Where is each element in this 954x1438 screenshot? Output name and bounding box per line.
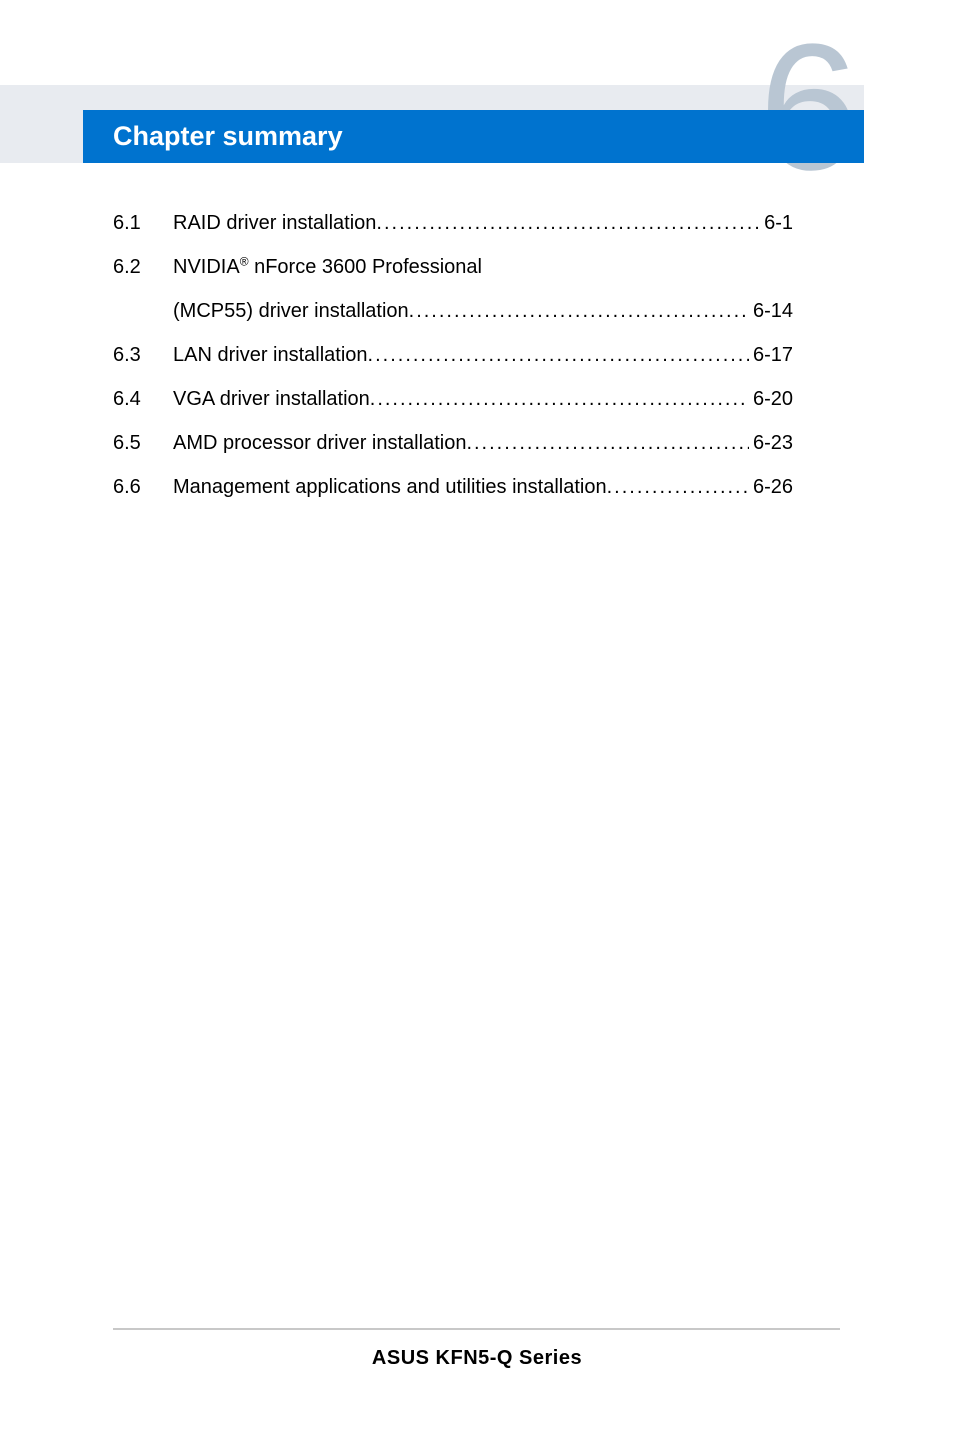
toc-page: 6-20 [749,383,793,415]
toc-label: LAN driver installation [173,339,368,371]
toc-entry: 6.6Management applications and utilities… [113,471,793,503]
footer-divider [113,1328,840,1330]
toc-label: (MCP55) driver installation [173,295,409,327]
toc-page: 6-14 [749,295,793,327]
toc-leader-dots: ........................................… [409,295,749,327]
chapter-number: 6 [759,18,859,198]
toc-label: NVIDIA® nForce 3600 Professional [173,251,482,283]
toc-number: 6.3 [113,339,173,371]
table-of-contents: 6.1RAID driver installation.............… [113,207,793,515]
toc-entry: 6.3LAN driver installation..............… [113,339,793,371]
toc-entry-continuation: (MCP55) driver installation.............… [113,295,793,327]
toc-leader-dots: ........................................… [607,471,749,503]
toc-number: 6.4 [113,383,173,415]
toc-leader-dots: ........................................… [370,383,749,415]
toc-label: Management applications and utilities in… [173,471,607,503]
toc-label: RAID driver installation [173,207,376,239]
toc-entry: 6.5AMD processor driver installation....… [113,427,793,459]
toc-page: 6-17 [749,339,793,371]
toc-number: 6.6 [113,471,173,503]
footer-text: ASUS KFN5-Q Series [0,1347,954,1370]
chapter-banner: Chapter summary [83,110,864,163]
toc-number: 6.1 [113,207,173,239]
page: 6 Chapter summary 6.1RAID driver install… [0,0,954,1438]
toc-number: 6.5 [113,427,173,459]
toc-page: 6-23 [749,427,793,459]
toc-entry: 6.1RAID driver installation.............… [113,207,793,239]
toc-leader-dots: ........................................… [376,207,760,239]
toc-page: 6-26 [749,471,793,503]
toc-leader-dots: ........................................… [466,427,749,459]
chapter-title: Chapter summary [113,121,343,152]
toc-label: AMD processor driver installation [173,427,466,459]
toc-page: 6-1 [760,207,793,239]
toc-entry: 6.4VGA driver installation..............… [113,383,793,415]
toc-entry: 6.2NVIDIA® nForce 3600 Professional [113,251,793,283]
toc-leader-dots: ........................................… [368,339,749,371]
toc-number: 6.2 [113,251,173,283]
toc-label: VGA driver installation [173,383,370,415]
